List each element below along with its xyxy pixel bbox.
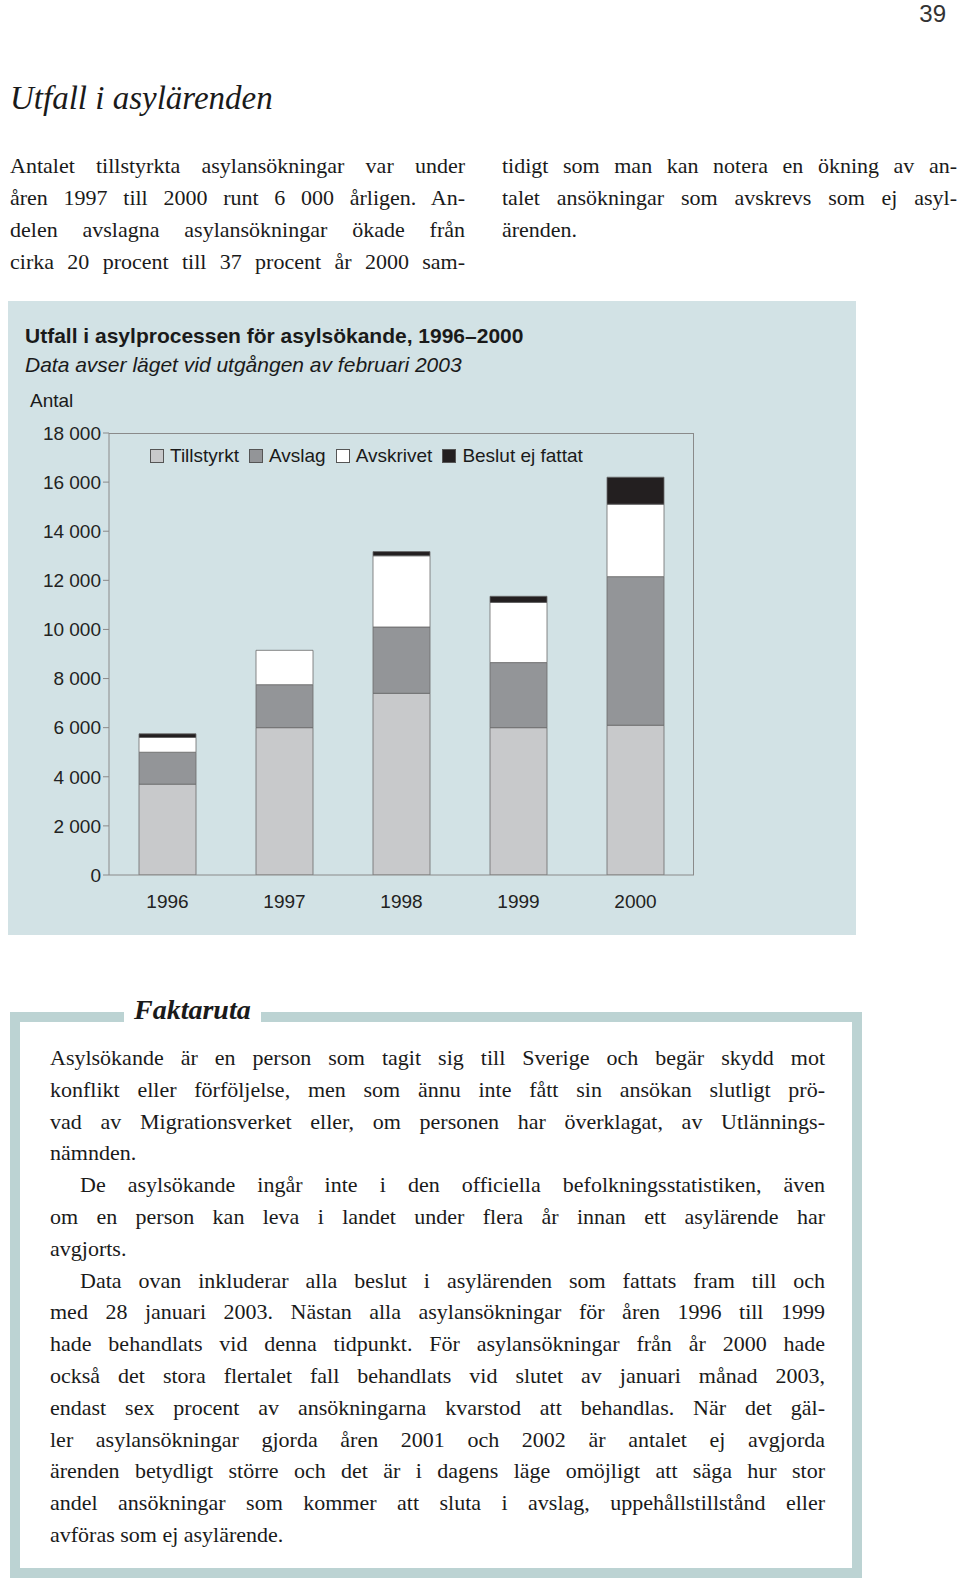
html-text:Utfall i asylprocessen för asy: Utfall i asylprocessen för asylsökande, …: [25, 324, 524, 347]
html-text:talet ansökningar som avskrevs: talet ansökningar som avskrevs som ej as…: [502, 185, 957, 210]
html-text:hade behandlats vid denna tidp: hade behandlats vid denna tidpunkt. För …: [50, 1331, 825, 1357]
html-text:åren 1997 till 2000 runt 6 000: åren 1997 till 2000 runt 6 000 årligen. …: [10, 185, 465, 210]
svg-text:2 000: 2 000: [53, 816, 101, 837]
html-text:Antalet tillstyrkta asylansökn: Antalet tillstyrkta asylansökningar var …: [10, 153, 465, 178]
svg-text:18 000: 18 000: [43, 423, 101, 444]
html-text:Data ovan inkluderar alla besl: Data ovan inkluderar alla beslut i asylä…: [80, 1267, 825, 1293]
svg-text:1996: 1996: [146, 891, 188, 912]
svg-text:10 000: 10 000: [43, 619, 101, 640]
html-text:med 28 januari 2003. Nästan al: med 28 januari 2003. Nästan alla asylans…: [50, 1299, 825, 1325]
html-text:andel ansökningar som kommer a: andel ansökningar som kommer att sluta i…: [50, 1490, 825, 1516]
html-text:39: 39: [919, 0, 946, 27]
html-text:De asylsökande ingår inte i de: De asylsökande ingår inte i den officiel…: [80, 1172, 825, 1198]
html-text:cirka 20 procent till 37 proce: cirka 20 procent till 37 procent år 2000…: [10, 249, 465, 274]
html-text:endast sex procent av ansöknin: endast sex procent av ansökningarna kvar…: [50, 1394, 825, 1420]
html-text:ler asylansökningar gjorda åre: ler asylansökningar gjorda åren 2001 och…: [50, 1426, 825, 1452]
html-text:Beslut ej fattat: Beslut ej fattat: [462, 445, 583, 466]
svg-text:6 000: 6 000: [53, 717, 101, 738]
html-text:avföras som ej asylärende.: avföras som ej asylärende.: [50, 1522, 284, 1547]
html-text:nämnden.: nämnden.: [50, 1140, 137, 1166]
svg-text:2000: 2000: [614, 891, 656, 912]
html-text:Asylsökande är en person som t: Asylsökande är en person som tagit sig t…: [50, 1045, 825, 1070]
html-text:Data avser läget vid utgången: Data avser läget vid utgången av februar…: [25, 353, 462, 376]
svg-text:16 000: 16 000: [43, 472, 101, 493]
html-text:Utfall i asylärenden: Utfall i asylärenden: [10, 80, 273, 116]
svg-text:8 000: 8 000: [53, 668, 101, 689]
svg-text:1998: 1998: [380, 891, 422, 912]
html-text:Tillstyrkt: Tillstyrkt: [170, 445, 239, 466]
html-text:vad av Migrationsverket eller,: vad av Migrationsverket eller, om person…: [50, 1108, 825, 1134]
svg-text:4 000: 4 000: [53, 767, 101, 788]
html-text:Avskrivet: Avskrivet: [355, 445, 433, 466]
html-text:ärenden betydligt större och d: ärenden betydligt större och det är i da…: [50, 1458, 825, 1484]
html-text:ärenden.: ärenden.: [502, 217, 578, 242]
svg-text:14 000: 14 000: [43, 521, 101, 542]
html-text:delen avslagna asylansökningar: delen avslagna asylansökningar ökade frå…: [10, 217, 465, 242]
svg-text:12 000: 12 000: [43, 570, 101, 591]
html-text:tidigt som man kan notera en ö: tidigt som man kan notera en ökning av a…: [502, 153, 957, 178]
svg-text:1999: 1999: [497, 891, 539, 912]
html-text:om en person kan leva i landet: om en person kan leva i landet under fle…: [50, 1204, 825, 1229]
html-text:Antal: Antal: [30, 390, 74, 411]
html-text:Avslag: Avslag: [269, 445, 326, 466]
html-text:konflikt eller förföljelse, me: konflikt eller förföljelse, men som ännu…: [50, 1076, 825, 1102]
svg-text:0: 0: [90, 865, 101, 886]
html-text:Faktaruta: Faktaruta: [134, 994, 251, 1025]
html-text:också det stora flertalet fall: också det stora flertalet fall behandlat…: [50, 1363, 825, 1388]
html-text:avgjorts.: avgjorts.: [50, 1235, 127, 1261]
svg-text:1997: 1997: [263, 891, 305, 912]
